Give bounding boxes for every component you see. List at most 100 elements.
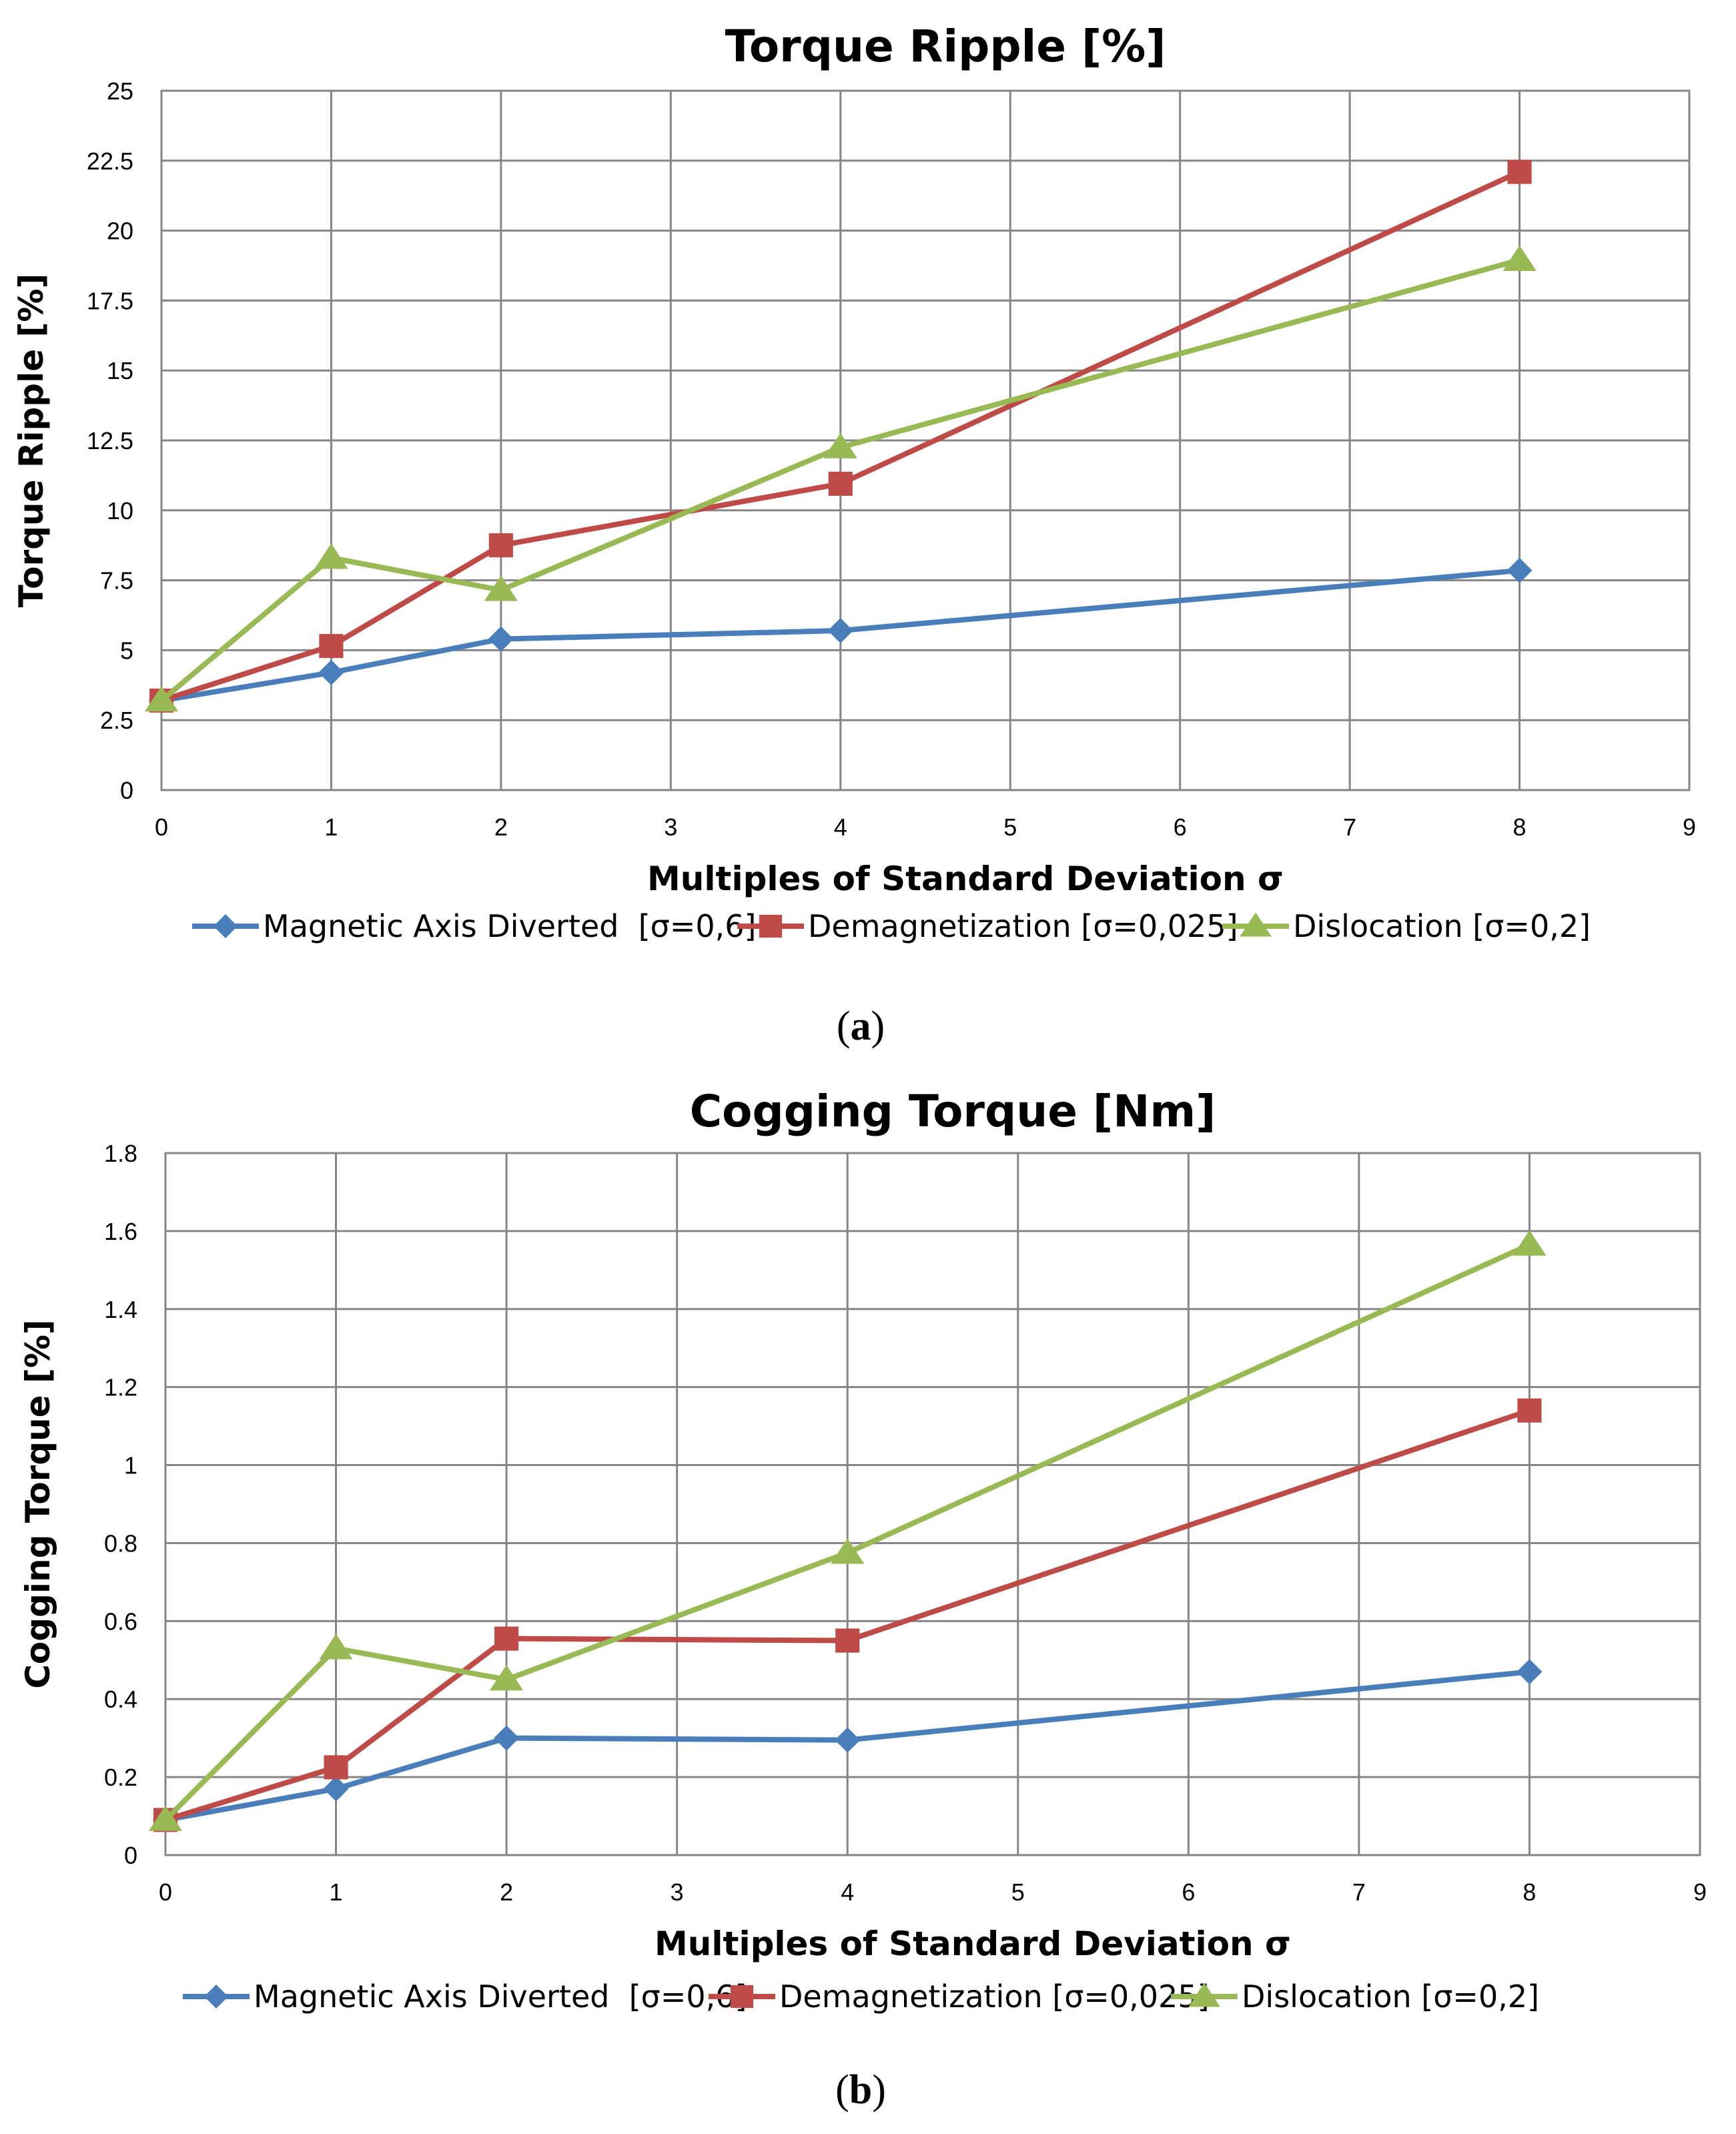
y-tick-label: 0.4 xyxy=(104,1686,137,1713)
series-demag xyxy=(153,1398,1542,1832)
data-point-square xyxy=(1507,159,1532,184)
data-point-diamond xyxy=(488,626,514,652)
plot-area xyxy=(160,89,1691,791)
data-point-diamond xyxy=(323,1776,349,1802)
y-tick-label: 15 xyxy=(107,357,133,384)
data-point-triangle xyxy=(148,1805,183,1831)
x-tick-label: 9 xyxy=(1693,1878,1707,1906)
legend-label: Demagnetization [σ=0,025] xyxy=(808,908,1238,944)
y-tick-label: 10 xyxy=(107,497,133,524)
data-point-triangle xyxy=(1502,245,1537,272)
y-tick-label: 1.4 xyxy=(104,1296,137,1323)
x-tick-label: 4 xyxy=(834,813,847,841)
y-tick-label: 1 xyxy=(124,1452,137,1479)
x-tick-label: 9 xyxy=(1683,813,1696,841)
legend-label: Dislocation [σ=0,2] xyxy=(1242,1979,1539,2015)
chart-a-torque-ripple: Torque Ripple [%]02.557.51012.51517.5202… xyxy=(12,21,1696,1049)
data-point-diamond xyxy=(1516,1659,1543,1685)
data-point-diamond xyxy=(318,659,344,685)
y-tick-label: 0.8 xyxy=(104,1529,137,1557)
y-tick-label: 0 xyxy=(120,777,133,804)
y-tick-label: 0.2 xyxy=(104,1764,137,1791)
data-point-triangle xyxy=(831,1538,865,1564)
series-dislocation xyxy=(144,245,1537,712)
data-point-square xyxy=(494,1626,519,1651)
data-point-triangle xyxy=(314,543,348,569)
figure-caption: (a) xyxy=(837,1004,885,1049)
plot-area xyxy=(164,1152,1701,1856)
legend-marker-square xyxy=(759,914,783,938)
data-point-triangle xyxy=(489,1665,524,1691)
y-tick-label: 20 xyxy=(107,218,133,245)
data-point-triangle xyxy=(484,575,518,601)
x-tick-label: 7 xyxy=(1352,1878,1366,1906)
chart-title: Torque Ripple [%] xyxy=(725,21,1166,72)
legend-label: Magnetic Axis Diverted [σ=0,6] xyxy=(263,908,756,944)
chart-b-cogging-torque: Cogging Torque [Nm] 0 0.2 0.4 0.6 0.8 1 1.2 1.4 1… xyxy=(19,1086,1707,2113)
legend-item-demag: Demagnetization [σ=0,025] xyxy=(737,908,1238,944)
legend-item-magnetic: Magnetic Axis Diverted [σ=0,6] xyxy=(183,1979,747,2015)
legend-label: Demagnetization [σ=0,025] xyxy=(779,1979,1210,2015)
data-point-square xyxy=(488,533,513,558)
y-tick-label: 1.6 xyxy=(104,1218,137,1245)
x-tick-label: 8 xyxy=(1513,813,1527,841)
x-tick-label: 7 xyxy=(1343,813,1356,841)
data-point-square xyxy=(1517,1398,1542,1423)
x-tick-label: 5 xyxy=(1011,1878,1025,1906)
x-tick-label: 4 xyxy=(841,1878,854,1906)
y-tick-label: 1.2 xyxy=(104,1374,137,1401)
data-point-square xyxy=(835,1628,860,1653)
data-point-triangle xyxy=(1512,1230,1547,1256)
y-tick-label: 12.5 xyxy=(87,427,133,454)
x-tick-label: 3 xyxy=(671,1878,684,1906)
data-point-diamond xyxy=(494,1725,520,1751)
data-point-diamond xyxy=(835,1727,861,1753)
y-axis-label: Torque Ripple [%] xyxy=(12,274,51,608)
x-tick-label: 1 xyxy=(324,813,338,841)
legend-item-dislocation: Dislocation [σ=0,2] xyxy=(1171,1979,1539,2015)
legend-label: Magnetic Axis Diverted [σ=0,6] xyxy=(254,1979,747,2015)
legend-marker-triangle xyxy=(1240,912,1272,937)
legend: Magnetic Axis Diverted [σ=0,6] Demagnetiz… xyxy=(183,1979,1539,2015)
data-point-square xyxy=(324,1755,348,1780)
x-tick-label: 8 xyxy=(1523,1878,1536,1906)
x-axis-label: Multiples of Standard Deviation σ xyxy=(655,1924,1291,1963)
legend-marker-diamond xyxy=(213,914,238,938)
x-axis-label: Multiples of Standard Deviation σ xyxy=(647,859,1284,898)
legend-item-dislocation: Dislocation [σ=0,2] xyxy=(1222,908,1591,944)
legend-marker-triangle xyxy=(1188,1983,1220,2007)
x-tick-label: 3 xyxy=(664,813,677,841)
data-point-triangle xyxy=(144,686,179,712)
y-tick-label: 0 xyxy=(124,1842,137,1869)
caption-letter: b xyxy=(849,2067,872,2113)
x-tick-label: 0 xyxy=(159,1878,172,1906)
y-tick-label: 0.6 xyxy=(104,1608,137,1635)
gridlines xyxy=(164,1152,1701,1856)
figure-caption: (b) xyxy=(835,2067,886,2113)
x-tick-label: 2 xyxy=(494,813,508,841)
x-tick-label: 1 xyxy=(330,1878,343,1906)
y-tick-label: 2.5 xyxy=(100,707,133,734)
legend: Magnetic Axis Diverted [σ=0,6] Demagnetiz… xyxy=(192,908,1591,944)
x-tick-label: 5 xyxy=(1003,813,1017,841)
series-dislocation xyxy=(148,1230,1547,1831)
x-tick-label: 0 xyxy=(155,813,168,841)
data-point-diamond xyxy=(827,618,853,644)
legend-item-demag: Demagnetization [σ=0,025] xyxy=(709,1979,1210,2015)
y-tick-label: 25 xyxy=(107,77,133,105)
data-point-triangle xyxy=(823,432,857,458)
chart-title: Cogging Torque [Nm] xyxy=(690,1086,1216,1137)
y-tick-label: 17.5 xyxy=(87,287,133,314)
data-point-square xyxy=(828,471,853,496)
legend-marker-square xyxy=(730,1985,754,2009)
legend-marker-diamond xyxy=(204,1985,228,2009)
x-tick-label: 6 xyxy=(1182,1878,1195,1906)
data-point-triangle xyxy=(319,1634,353,1660)
y-axis-label: Cogging Torque [%] xyxy=(19,1319,57,1689)
x-tick-label: 6 xyxy=(1174,813,1187,841)
y-tick-label: 22.5 xyxy=(87,147,133,175)
data-point-diamond xyxy=(1506,557,1533,583)
legend-item-magnetic: Magnetic Axis Diverted [σ=0,6] xyxy=(192,908,756,944)
legend-label: Dislocation [σ=0,2] xyxy=(1293,908,1591,944)
